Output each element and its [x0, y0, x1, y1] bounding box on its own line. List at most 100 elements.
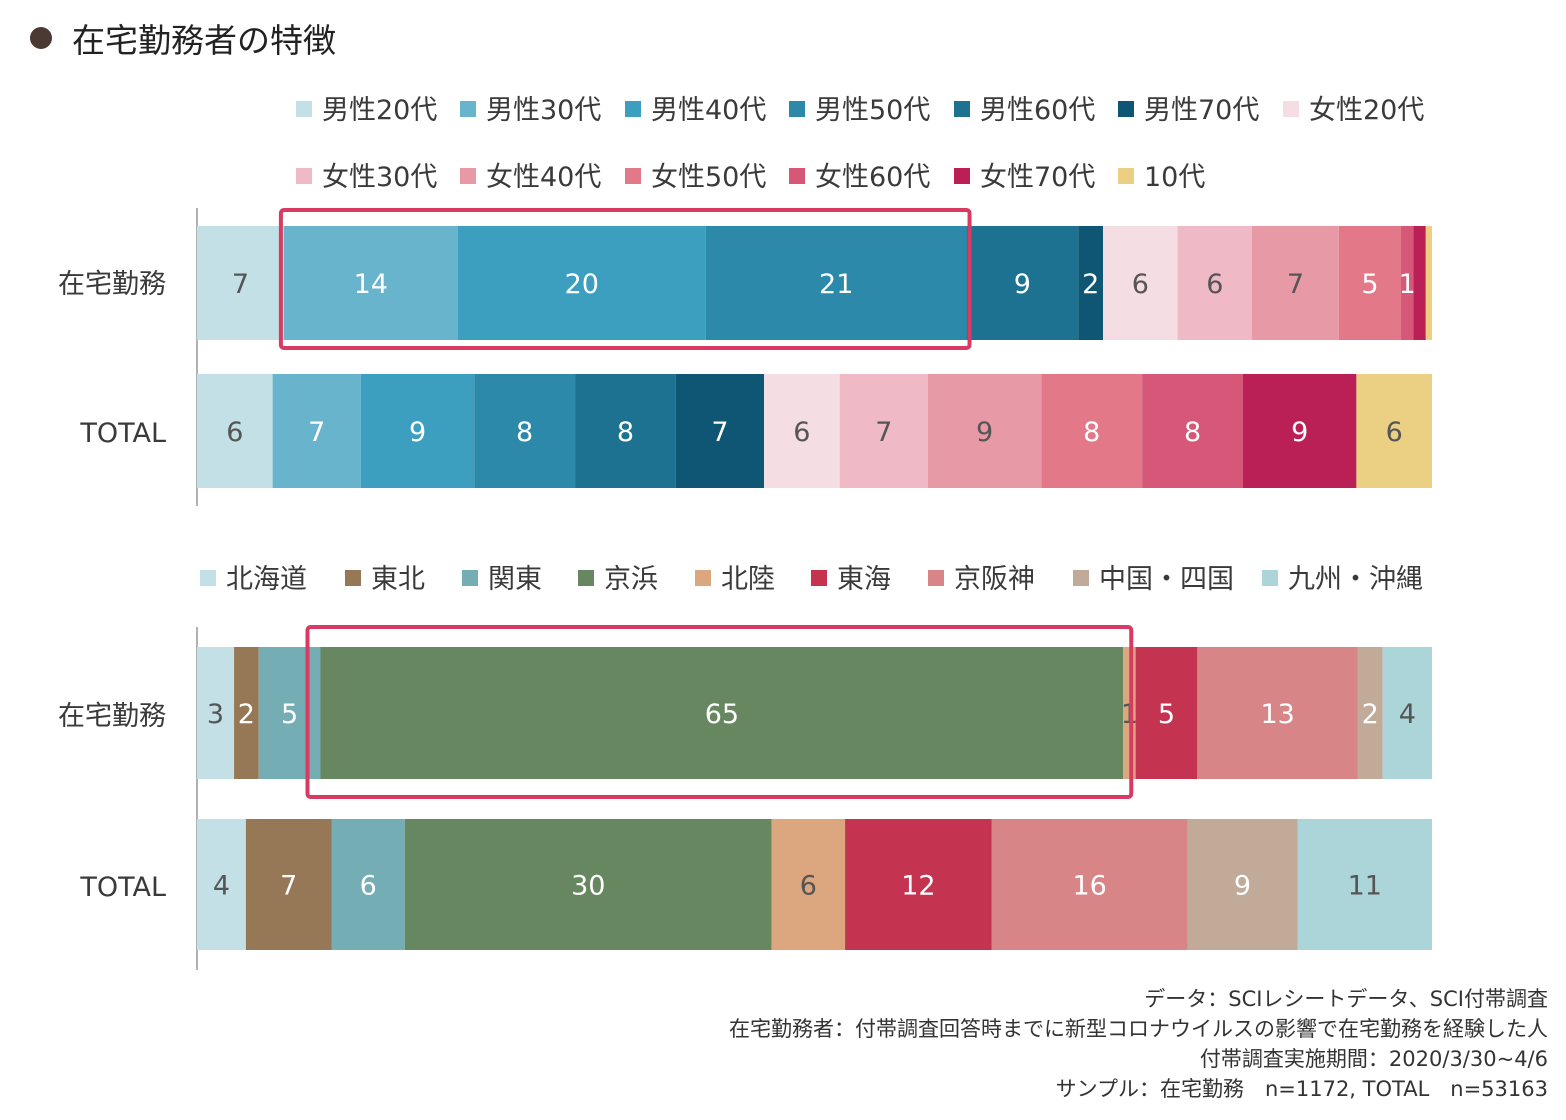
bar-segment	[1356, 374, 1432, 488]
bar-value-label: 5	[281, 699, 298, 730]
note-survey-period: 付帯調査実施期間：2020/3/30~4/6	[1199, 1047, 1548, 1071]
legend-label: 女性70代	[980, 162, 1095, 193]
legend-swatch	[1118, 168, 1134, 184]
bar-value-label: 3	[207, 699, 224, 730]
legend-swatch	[1262, 570, 1278, 586]
bar-value-label: 20	[565, 269, 599, 300]
bar-value-label: 7	[308, 417, 325, 448]
legend-label: 女性50代	[651, 162, 766, 193]
bar-segment	[705, 226, 967, 340]
bar-value-label: 6	[1386, 417, 1403, 448]
legend-label: 女性40代	[486, 162, 601, 193]
bar-segment	[1041, 374, 1143, 488]
bar-segment	[1078, 226, 1104, 340]
bar-value-label: 4	[1399, 699, 1416, 730]
source-notes: データ：SCIレシートデータ、SCI付帯調査 在宅勤務者：付帯調査回答時までに新…	[729, 984, 1548, 1104]
bar-segment	[360, 374, 475, 488]
legend-swatch	[954, 101, 970, 117]
legend-swatch	[928, 570, 944, 586]
legend-swatch	[811, 570, 827, 586]
bar-value-label: 2	[1362, 699, 1379, 730]
highlight-box	[278, 208, 972, 350]
bar-value-label: 2	[1082, 269, 1099, 300]
bar-value-label: 12	[901, 871, 935, 902]
bar-segment	[245, 819, 332, 950]
bar-segment	[234, 647, 259, 779]
bar-value-label: 9	[1014, 269, 1031, 300]
bar-segment	[1400, 226, 1414, 340]
bar-value-label: 11	[1348, 871, 1382, 902]
legend-label: 京阪神	[954, 564, 1035, 595]
bar-segment	[404, 819, 772, 950]
bar-value-label: 16	[1072, 871, 1106, 902]
legend-label: 京浜	[604, 564, 658, 595]
bar-segment	[845, 819, 992, 950]
row-label: 在宅勤務	[58, 269, 166, 300]
bar-value-label: 65	[705, 699, 739, 730]
legend-swatch	[1283, 101, 1299, 117]
legend-label: 女性60代	[815, 162, 930, 193]
legend-swatch	[345, 570, 361, 586]
bar-segment	[197, 226, 284, 340]
bar-value-label: 5	[1361, 269, 1378, 300]
bar-value-label: 9	[1291, 417, 1308, 448]
bar-segment	[1297, 819, 1432, 950]
bar-value-label: 6	[226, 417, 243, 448]
page-title: 在宅勤務者の特徴	[72, 21, 336, 60]
legend-label: 九州・沖縄	[1288, 564, 1423, 595]
bar-segment	[1197, 647, 1358, 779]
bar-segment	[283, 226, 458, 340]
legend-label: 北海道	[226, 564, 307, 595]
bar-segment	[197, 819, 246, 950]
bar-segment	[1187, 819, 1298, 950]
legend-label: 男性20代	[322, 95, 437, 126]
bar-value-label: 14	[354, 269, 388, 300]
bar-segment	[474, 374, 576, 488]
legend-swatch	[296, 168, 312, 184]
legend-swatch	[625, 101, 641, 117]
row-label: TOTAL	[79, 418, 166, 449]
legend-label: 東海	[837, 564, 891, 595]
bar-value-label: 6	[1132, 269, 1149, 300]
legend-swatch	[200, 570, 216, 586]
bar-value-label: 6	[800, 871, 817, 902]
bar-value-label: 9	[976, 417, 993, 448]
legend-swatch	[462, 570, 478, 586]
row-label: 在宅勤務	[58, 701, 166, 732]
bar-segment	[839, 374, 928, 488]
legend-swatch	[625, 168, 641, 184]
note-definition: 在宅勤務者：付帯調査回答時までに新型コロナウイルスの影響で在宅勤務を経験した人	[729, 1017, 1548, 1041]
bar-segment	[258, 647, 321, 779]
bar-value-label: 9	[1234, 871, 1251, 902]
legend-label: 男性40代	[651, 95, 766, 126]
bar-value-label: 13	[1260, 699, 1294, 730]
legend-label: 中国・四国	[1099, 564, 1234, 595]
title-bullet-icon	[30, 27, 52, 49]
bar-segment	[197, 374, 273, 488]
bar-value-label: 7	[875, 417, 892, 448]
bar-segment	[675, 374, 765, 488]
bar-value-label: 7	[232, 269, 249, 300]
bar-segment	[1425, 226, 1432, 340]
bar-segment	[771, 819, 846, 950]
note-data-source: データ：SCIレシートデータ、SCI付帯調査	[1144, 987, 1548, 1011]
legend-swatch	[789, 168, 805, 184]
bar-segment	[966, 226, 1079, 340]
bar-value-label: 6	[1206, 269, 1223, 300]
legend-label: 男性30代	[486, 95, 601, 126]
legend-swatch	[1073, 570, 1089, 586]
bar-segment	[197, 647, 235, 779]
legend-swatch	[460, 168, 476, 184]
bar-segment	[927, 374, 1042, 488]
note-sample-size: サンプル：在宅勤務 n=1172, TOTAL n=53163	[1055, 1077, 1548, 1101]
bar-segment	[1242, 374, 1357, 488]
legend-label: 女性30代	[322, 162, 437, 193]
title-row: 在宅勤務者の特徴	[30, 14, 336, 62]
bar-segment	[1252, 226, 1339, 340]
bar-segment	[320, 647, 1124, 779]
legend-swatch	[578, 570, 594, 586]
bar-segment	[1382, 647, 1432, 779]
bar-segment	[1338, 226, 1401, 340]
legend-label: 男性50代	[815, 95, 930, 126]
